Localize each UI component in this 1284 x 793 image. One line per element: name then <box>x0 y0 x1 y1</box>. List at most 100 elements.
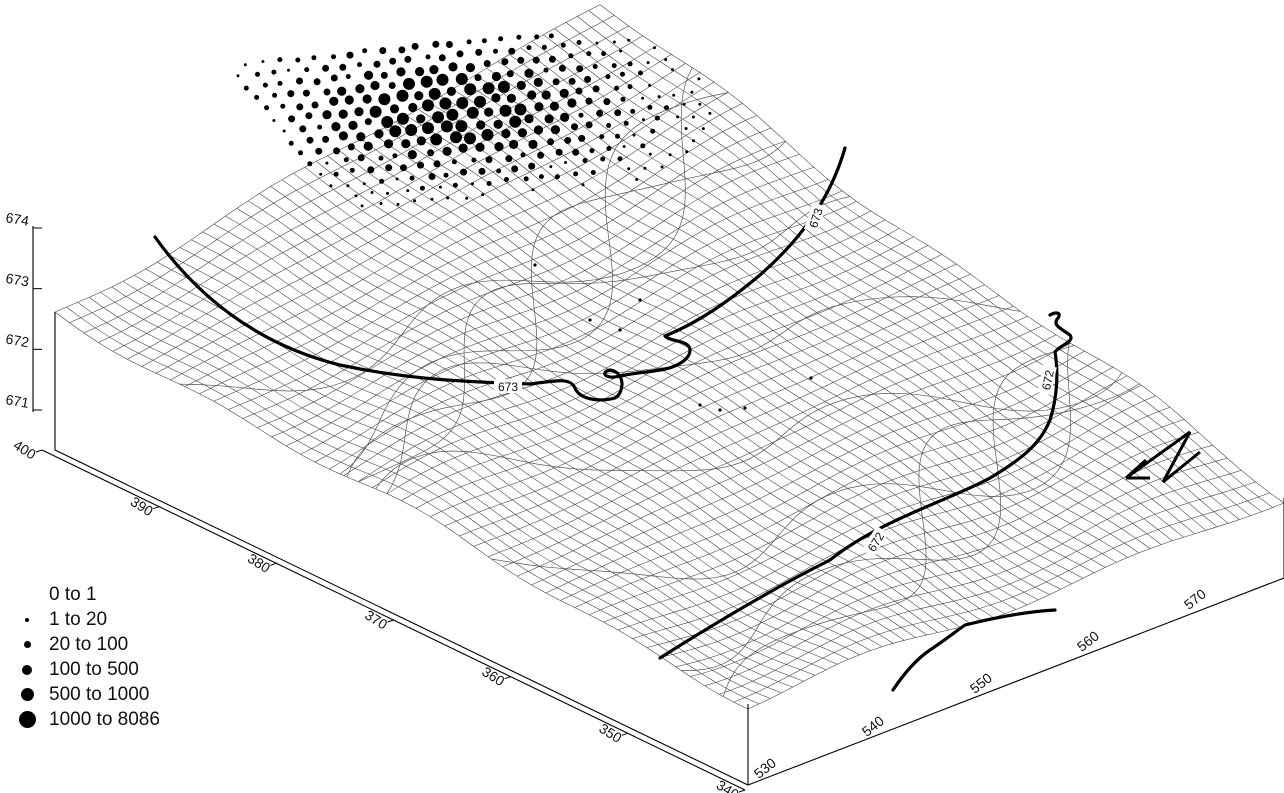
sample-point <box>311 55 317 61</box>
sample-point <box>363 141 373 151</box>
sample-point <box>344 95 354 105</box>
sample-point <box>395 177 399 181</box>
sample-point <box>620 96 626 102</box>
sample-point <box>330 74 338 82</box>
sample-point <box>690 90 694 94</box>
sample-point <box>576 40 582 45</box>
left-tick <box>504 676 511 680</box>
sample-point <box>555 148 563 156</box>
sample-point <box>527 90 537 100</box>
sample-point <box>647 104 653 110</box>
sample-point <box>398 46 406 54</box>
sample-point <box>420 75 433 88</box>
sample-point <box>419 185 425 191</box>
sample-point <box>271 69 277 75</box>
sample-point <box>401 139 411 149</box>
sample-point <box>528 139 538 149</box>
sample-point <box>668 153 672 157</box>
sample-point <box>606 123 612 128</box>
sample-point <box>413 199 417 203</box>
minor-contour <box>375 372 1123 490</box>
sample-point <box>396 89 409 102</box>
sample-point <box>466 106 479 119</box>
sample-point <box>369 105 382 118</box>
sample-point <box>586 51 592 57</box>
sample-point <box>641 118 645 122</box>
sample-point <box>323 88 331 96</box>
sample-point <box>416 136 426 146</box>
sample-point <box>509 115 522 128</box>
minor-contour <box>346 141 786 478</box>
sample-point <box>389 104 400 114</box>
sample-point <box>433 160 441 168</box>
sample-point <box>331 122 341 132</box>
sample-point <box>617 156 623 162</box>
sample-point <box>575 87 583 95</box>
contour-label-bg <box>804 202 827 234</box>
sample-point <box>698 403 702 407</box>
sample-point <box>313 78 321 86</box>
sample-point <box>485 156 493 164</box>
sample-point <box>592 85 600 93</box>
sample-point <box>572 148 580 156</box>
sample-point <box>331 54 336 60</box>
sample-point <box>544 114 554 124</box>
sample-point <box>635 178 639 181</box>
z-tick-label: 671 <box>4 391 30 411</box>
sample-point <box>524 68 534 78</box>
sample-point <box>627 84 633 90</box>
sample-point <box>357 154 365 162</box>
sample-point <box>396 112 409 125</box>
sample-point <box>564 161 567 164</box>
legend-entry: 100 to 500 <box>14 657 254 682</box>
sample-point <box>406 189 410 193</box>
sample-point <box>373 60 381 68</box>
minor-contour <box>680 345 1075 671</box>
sample-point <box>417 161 424 169</box>
sample-point <box>319 172 323 176</box>
sample-point <box>396 67 406 77</box>
legend-entry: 1000 to 8086 <box>14 707 254 732</box>
legend-symbol-2 <box>14 632 40 657</box>
sample-point <box>571 123 578 131</box>
legend-label-5: 1000 to 8086 <box>49 708 160 730</box>
sample-point <box>684 127 688 130</box>
sample-point <box>718 408 722 412</box>
sample-point <box>809 376 813 380</box>
sample-point <box>264 105 270 111</box>
sample-point <box>458 143 468 153</box>
sample-point <box>409 175 415 181</box>
sample-point <box>549 101 560 111</box>
sample-point <box>299 125 307 133</box>
sample-point <box>438 185 442 189</box>
sample-point <box>573 171 579 177</box>
sample-point <box>491 93 501 103</box>
mesh-lines <box>54 4 1284 710</box>
sample-point <box>676 115 680 119</box>
sample-point <box>378 155 384 161</box>
sample-point <box>578 112 584 118</box>
sample-point <box>640 143 646 149</box>
sample-point <box>460 168 468 176</box>
sample-point <box>288 140 294 146</box>
sample-point <box>599 134 605 140</box>
sample-point <box>698 102 702 106</box>
sample-point <box>496 168 502 174</box>
z-tick-label: 673 <box>4 270 30 290</box>
sample-point <box>581 183 585 187</box>
sample-point <box>708 111 712 115</box>
sample-point <box>429 65 439 75</box>
sample-point <box>404 55 412 63</box>
sample-point <box>405 124 418 136</box>
sample-point <box>432 111 445 124</box>
sample-point <box>379 178 385 184</box>
minor-contour <box>386 296 1021 494</box>
sample-point <box>255 71 260 77</box>
contour-label-bg <box>1037 364 1057 395</box>
sample-point <box>498 36 504 42</box>
sample-point <box>611 63 617 69</box>
sample-point <box>339 63 347 71</box>
minor-contour <box>358 196 850 483</box>
sample-point <box>295 57 301 63</box>
right-tick-label: 560 <box>1074 627 1102 654</box>
